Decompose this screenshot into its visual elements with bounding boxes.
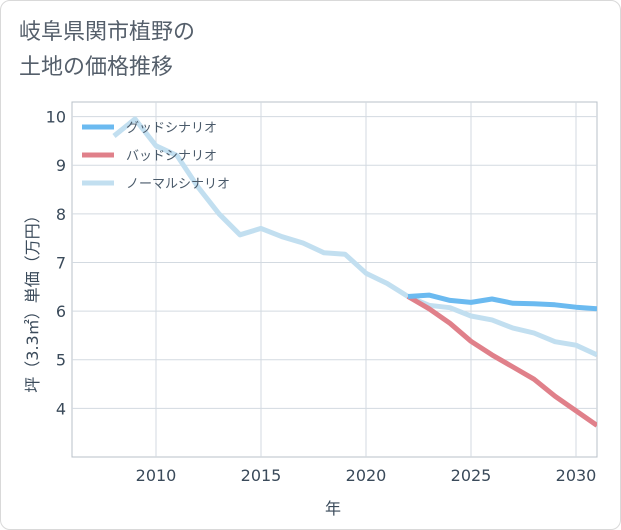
y-tick-label: 9 bbox=[56, 156, 66, 175]
y-tick-label: 8 bbox=[56, 205, 66, 224]
y-tick-label: 5 bbox=[56, 351, 66, 370]
chart-title: 岐阜県関市植野の 土地の価格推移 bbox=[19, 15, 195, 85]
y-tick-label: 4 bbox=[56, 399, 66, 418]
x-tick-label: 2020 bbox=[346, 466, 387, 485]
y-tick-label: 6 bbox=[56, 302, 66, 321]
title-line-1: 岐阜県関市植野の bbox=[19, 20, 196, 45]
series-lines bbox=[112, 116, 597, 428]
legend-label-bad: バッドシナリオ bbox=[126, 149, 217, 164]
legend-label-good: グッドシナリオ bbox=[126, 121, 217, 136]
x-tick-label: 2010 bbox=[136, 466, 177, 485]
series-line-normal bbox=[112, 116, 597, 358]
series-line-bad bbox=[406, 294, 597, 428]
x-tick-label: 2025 bbox=[451, 466, 492, 485]
plot-area bbox=[71, 101, 598, 458]
y-tick-label: 10 bbox=[46, 108, 66, 127]
grid-lines bbox=[72, 102, 597, 457]
y-axis-label: 坪（3.3㎡）単価（万円） bbox=[23, 207, 42, 392]
x-tick-label: 2015 bbox=[241, 466, 282, 485]
legend-label-normal: ノーマルシナリオ bbox=[126, 177, 230, 192]
series-layer bbox=[112, 116, 597, 428]
series-line-good bbox=[407, 292, 597, 312]
y-tick-label: 7 bbox=[56, 253, 66, 272]
x-tick-labels: 2010 2015 2020 2025 2030 bbox=[136, 466, 597, 485]
x-axis-label: 年 bbox=[325, 499, 341, 518]
x-tick-label: 2030 bbox=[556, 466, 597, 485]
y-tick-labels: 4 5 6 7 8 9 10 bbox=[46, 108, 66, 419]
title-line-2: 土地の価格推移 bbox=[19, 55, 174, 80]
